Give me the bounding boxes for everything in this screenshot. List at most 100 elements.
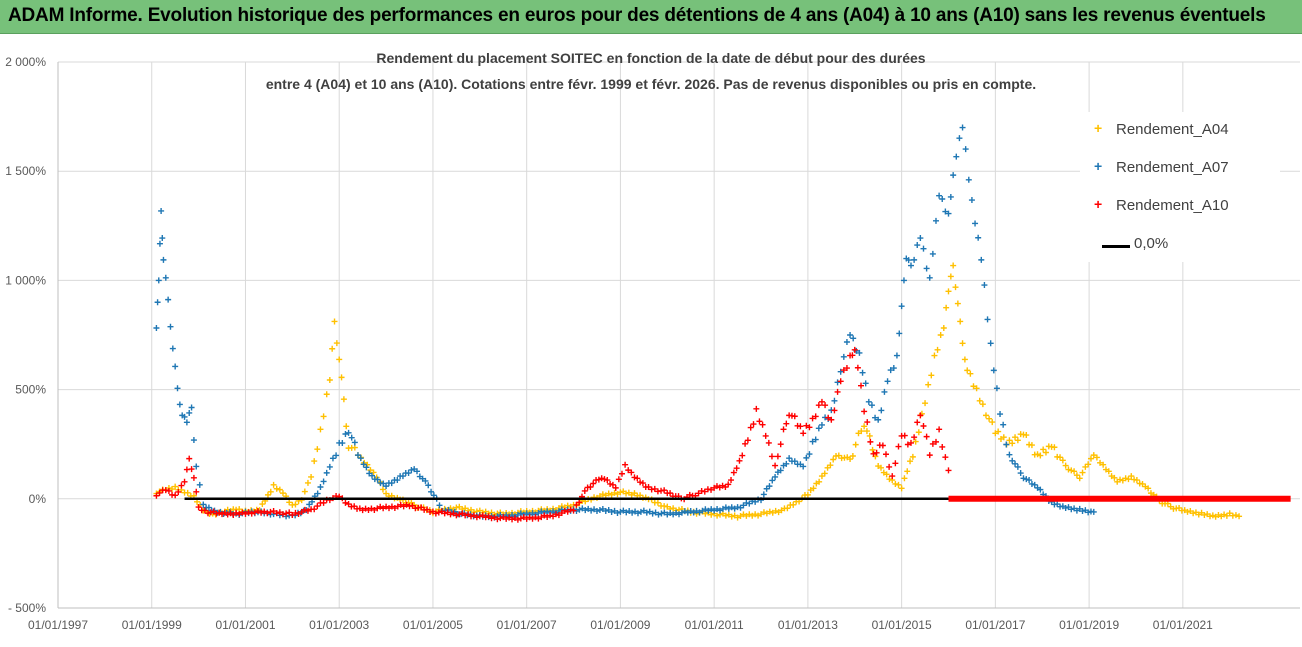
data-point bbox=[791, 413, 798, 420]
data-point bbox=[425, 482, 432, 489]
data-point bbox=[456, 511, 463, 518]
data-point bbox=[968, 197, 975, 204]
data-point bbox=[791, 458, 798, 465]
data-point bbox=[279, 511, 286, 518]
data-point bbox=[936, 426, 943, 433]
data-point bbox=[925, 381, 932, 388]
data-point bbox=[701, 488, 708, 495]
data-point bbox=[1009, 457, 1016, 464]
data-point bbox=[928, 372, 935, 379]
data-point bbox=[926, 274, 933, 281]
data-point bbox=[295, 510, 302, 517]
data-point bbox=[153, 492, 160, 499]
x-tick-label: 01/01/2003 bbox=[309, 618, 369, 632]
data-point bbox=[329, 345, 336, 352]
data-point bbox=[997, 411, 1004, 418]
chart-title-line2: entre 4 (A04) et 10 ans (A10). Cotations… bbox=[265, 76, 1037, 92]
data-point bbox=[929, 250, 936, 257]
data-point bbox=[497, 515, 504, 522]
data-point bbox=[304, 479, 311, 486]
data-point bbox=[708, 511, 715, 518]
data-point bbox=[408, 466, 415, 473]
data-point bbox=[907, 439, 914, 446]
data-point bbox=[184, 489, 191, 496]
data-point bbox=[952, 284, 959, 291]
data-point bbox=[169, 486, 176, 493]
data-point bbox=[686, 491, 693, 498]
data-point bbox=[1017, 470, 1024, 477]
data-point bbox=[861, 423, 868, 430]
data-point bbox=[909, 453, 916, 460]
data-point bbox=[982, 412, 989, 419]
data-point bbox=[777, 441, 784, 448]
data-point bbox=[760, 509, 767, 516]
data-point bbox=[604, 477, 611, 484]
x-tick-label: 01/01/2019 bbox=[1059, 618, 1119, 632]
data-point bbox=[326, 463, 333, 470]
y-tick-label: 1 000% bbox=[5, 273, 46, 287]
data-point bbox=[973, 385, 980, 392]
data-point bbox=[304, 507, 311, 514]
x-tick-label: 01/01/2009 bbox=[590, 618, 650, 632]
data-point bbox=[1111, 474, 1118, 481]
data-point bbox=[357, 455, 364, 462]
data-point bbox=[1207, 513, 1214, 520]
data-point bbox=[172, 492, 179, 499]
data-point bbox=[753, 405, 760, 412]
data-point bbox=[1034, 451, 1041, 458]
data-point bbox=[774, 453, 781, 460]
data-point bbox=[1068, 506, 1075, 513]
x-tick-label: 01/01/2017 bbox=[965, 618, 1025, 632]
data-point bbox=[861, 408, 868, 415]
data-point bbox=[797, 423, 804, 430]
data-point bbox=[957, 318, 964, 325]
data-point bbox=[596, 506, 603, 513]
data-point bbox=[1090, 508, 1097, 515]
data-point bbox=[655, 511, 662, 518]
data-point bbox=[339, 440, 346, 447]
data-point bbox=[348, 434, 355, 441]
data-point bbox=[289, 511, 296, 518]
data-point bbox=[1201, 511, 1208, 518]
data-point bbox=[320, 478, 327, 485]
data-point bbox=[153, 325, 160, 332]
data-point bbox=[790, 501, 797, 508]
data-point bbox=[576, 506, 583, 513]
data-point bbox=[154, 299, 161, 306]
y-tick-label: 1 500% bbox=[5, 164, 46, 178]
data-point bbox=[1012, 460, 1019, 467]
data-point bbox=[270, 481, 277, 488]
data-point bbox=[939, 196, 946, 203]
data-point bbox=[932, 217, 939, 224]
data-point bbox=[605, 490, 612, 497]
data-point bbox=[314, 446, 321, 453]
data-point bbox=[733, 465, 740, 472]
data-point bbox=[728, 477, 735, 484]
report-banner: ADAM Informe. Evolution historique des p… bbox=[0, 0, 1302, 34]
data-point bbox=[242, 510, 249, 517]
data-point bbox=[766, 483, 773, 490]
data-point bbox=[342, 431, 349, 438]
y-tick-label: - 500% bbox=[8, 601, 46, 615]
data-point bbox=[858, 382, 865, 389]
data-point bbox=[1065, 466, 1072, 473]
x-tick-label: 01/01/2011 bbox=[685, 618, 744, 632]
data-point bbox=[595, 476, 602, 483]
data-point bbox=[205, 504, 212, 511]
data-point bbox=[875, 416, 882, 423]
data-point bbox=[768, 453, 775, 460]
data-point bbox=[1209, 512, 1216, 519]
data-point bbox=[806, 424, 813, 431]
data-point bbox=[363, 464, 370, 471]
data-point bbox=[783, 460, 790, 467]
data-point bbox=[840, 367, 847, 374]
data-point bbox=[869, 446, 876, 453]
data-point bbox=[728, 513, 735, 520]
data-point bbox=[809, 438, 816, 445]
data-point bbox=[607, 480, 614, 487]
data-point bbox=[843, 365, 850, 372]
data-point bbox=[809, 415, 816, 422]
data-point bbox=[178, 482, 185, 489]
data-point bbox=[273, 510, 280, 517]
data-point bbox=[742, 440, 749, 447]
